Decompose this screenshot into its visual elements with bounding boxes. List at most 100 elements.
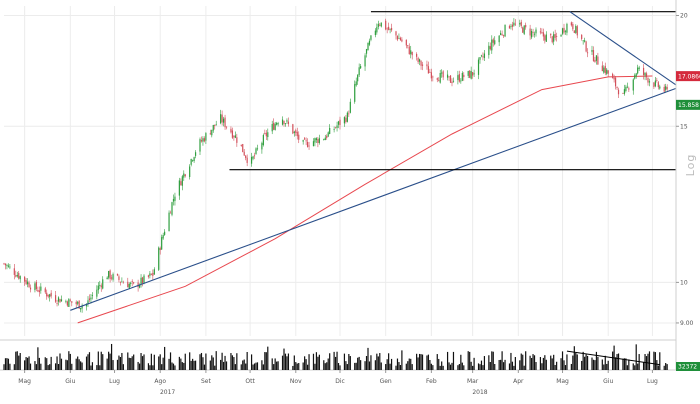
candle-body (150, 273, 152, 275)
candle-body (19, 276, 21, 280)
candle-body (416, 53, 418, 57)
candle-body (591, 50, 593, 52)
candle-body (439, 72, 441, 83)
candle-body (292, 124, 294, 134)
volume-bar (339, 365, 341, 370)
candle-body (16, 274, 18, 277)
candle-body (458, 74, 460, 82)
volume-bar (190, 360, 192, 370)
volume-bar (65, 359, 67, 370)
volume-bar (436, 354, 438, 370)
volume-bar (477, 363, 480, 370)
candle-body (15, 275, 17, 277)
volume-bar (106, 358, 108, 370)
candle-body (159, 248, 161, 251)
volume-bar (470, 361, 472, 370)
trendlines-layer (70, 11, 677, 311)
volume-bar (57, 364, 60, 370)
volume-bar (508, 363, 511, 370)
candle-body (141, 277, 144, 284)
volume-bar (233, 357, 235, 370)
candle-body (480, 55, 483, 57)
volume-bar (174, 365, 176, 370)
candle-body (131, 281, 133, 282)
candle-body (522, 27, 524, 33)
volume-bar (399, 365, 402, 370)
candle-body (75, 301, 77, 305)
candle-body (396, 36, 399, 40)
candle-body (96, 289, 98, 297)
candle-body (267, 132, 269, 138)
candle-body (510, 26, 512, 28)
candle-body (656, 80, 658, 81)
volume-bar (566, 354, 568, 370)
candle-body (164, 231, 166, 235)
volume-bar (542, 357, 544, 370)
candle-body (276, 122, 278, 125)
volume-bar (483, 356, 486, 370)
volume-bar (112, 360, 114, 370)
volume-bar (523, 365, 525, 370)
candle-body (334, 127, 337, 129)
candle-body (109, 270, 111, 280)
candle-body (607, 70, 609, 74)
volume-bar (302, 362, 304, 370)
candle-body (54, 295, 57, 302)
volume-bar (416, 353, 418, 370)
volume-bar (262, 364, 264, 370)
x-tick-label: Giu (603, 378, 613, 385)
volume-bar (585, 354, 587, 370)
candle-body (138, 284, 141, 288)
volume-bar (40, 363, 42, 370)
volume-bar (656, 360, 658, 370)
candle-body (628, 88, 630, 90)
volume-bar (38, 357, 40, 370)
volume-bar (169, 352, 172, 370)
candle-body (502, 35, 505, 37)
candle-body (644, 72, 646, 76)
candle-body (203, 138, 206, 142)
volume-bar (224, 355, 226, 370)
volume-bar (274, 358, 276, 370)
volume-bar (604, 355, 606, 370)
volume-bar (390, 358, 393, 370)
volume-bar (88, 352, 91, 370)
candle-body (116, 273, 119, 276)
volume-bar (80, 361, 82, 370)
candle-body (231, 130, 234, 138)
volume-bar (439, 365, 441, 370)
volume-bar (287, 353, 290, 370)
volume-bar (635, 344, 637, 370)
candle-body (205, 133, 207, 141)
volume-bar (122, 364, 124, 370)
candle-body (222, 118, 225, 123)
candle-body (556, 36, 558, 37)
volume-bar (327, 358, 329, 370)
volume-bar (44, 357, 46, 370)
candle-body (243, 151, 245, 156)
volume-bar (253, 363, 256, 370)
candle-body (648, 81, 651, 83)
candle-body (255, 148, 257, 155)
candle-body (224, 117, 226, 128)
volume-bar (333, 351, 335, 370)
volume-bar (225, 361, 228, 370)
volume-bar (71, 363, 73, 370)
candle-body (333, 129, 335, 130)
volume-bar (265, 352, 267, 370)
candle-body (561, 28, 564, 34)
candle-body (638, 67, 640, 69)
candle-body (417, 57, 419, 63)
volume-bar (26, 357, 29, 370)
candle-body (601, 65, 603, 72)
candle-body (128, 283, 130, 289)
volume-bar (491, 351, 493, 370)
volume-bar (153, 354, 155, 370)
volume-bar (7, 358, 10, 370)
candle-body (388, 26, 390, 30)
volume-bar (77, 356, 79, 370)
candle-body (60, 299, 63, 302)
volume-bar (479, 364, 481, 370)
candle-body (420, 61, 422, 66)
candle-body (174, 196, 176, 201)
